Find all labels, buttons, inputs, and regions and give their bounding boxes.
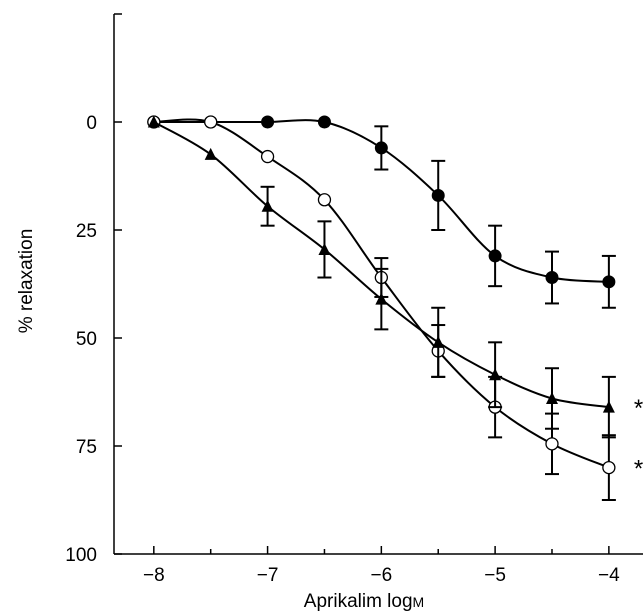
data-point <box>260 149 275 164</box>
data-point <box>489 368 502 381</box>
significance-annotation: * <box>634 395 643 422</box>
significance-annotation: ** <box>634 456 643 483</box>
x-ticks: −8 −7 −6 −5 −4 <box>143 546 620 586</box>
data-point <box>602 460 616 475</box>
data-point <box>317 193 332 207</box>
data-point <box>545 391 558 404</box>
y-tick-label: 0 <box>86 113 97 134</box>
data-point <box>147 115 160 128</box>
axes <box>113 14 643 555</box>
data-point <box>488 249 502 263</box>
y-tick-label: 50 <box>76 329 97 350</box>
y-ticks: 0 25 50 75 100 <box>65 13 122 566</box>
x-axis-label: Aprikalim logM <box>304 591 424 612</box>
data-point <box>432 335 445 348</box>
x-axis-label-unit: M <box>413 594 425 610</box>
x-tick-label: −4 <box>598 565 620 586</box>
data-point <box>261 199 274 212</box>
data-point <box>261 115 275 129</box>
data-point <box>602 275 616 289</box>
data-point <box>318 242 331 255</box>
data-point <box>602 400 615 413</box>
data-point <box>545 271 559 285</box>
data-point <box>204 147 217 160</box>
series-layer <box>147 115 616 501</box>
data-point <box>374 141 388 155</box>
x-tick-label: −6 <box>371 565 393 586</box>
series-filled-triangle <box>147 115 616 439</box>
y-tick-label: 25 <box>76 221 97 242</box>
data-point <box>545 437 559 451</box>
y-axis-label: % relaxation <box>16 229 37 334</box>
annotations: *** <box>634 395 643 482</box>
x-axis-label-text: Aprikalim log <box>304 591 413 612</box>
data-point <box>431 188 445 202</box>
y-tick-label: 75 <box>76 437 97 458</box>
data-point <box>375 292 388 305</box>
y-tick-label: 100 <box>65 545 97 566</box>
data-point <box>317 115 331 129</box>
x-tick-label: −5 <box>484 565 506 586</box>
x-tick-label: −7 <box>257 565 279 586</box>
x-tick-label: −8 <box>143 565 165 586</box>
data-point <box>204 115 218 129</box>
